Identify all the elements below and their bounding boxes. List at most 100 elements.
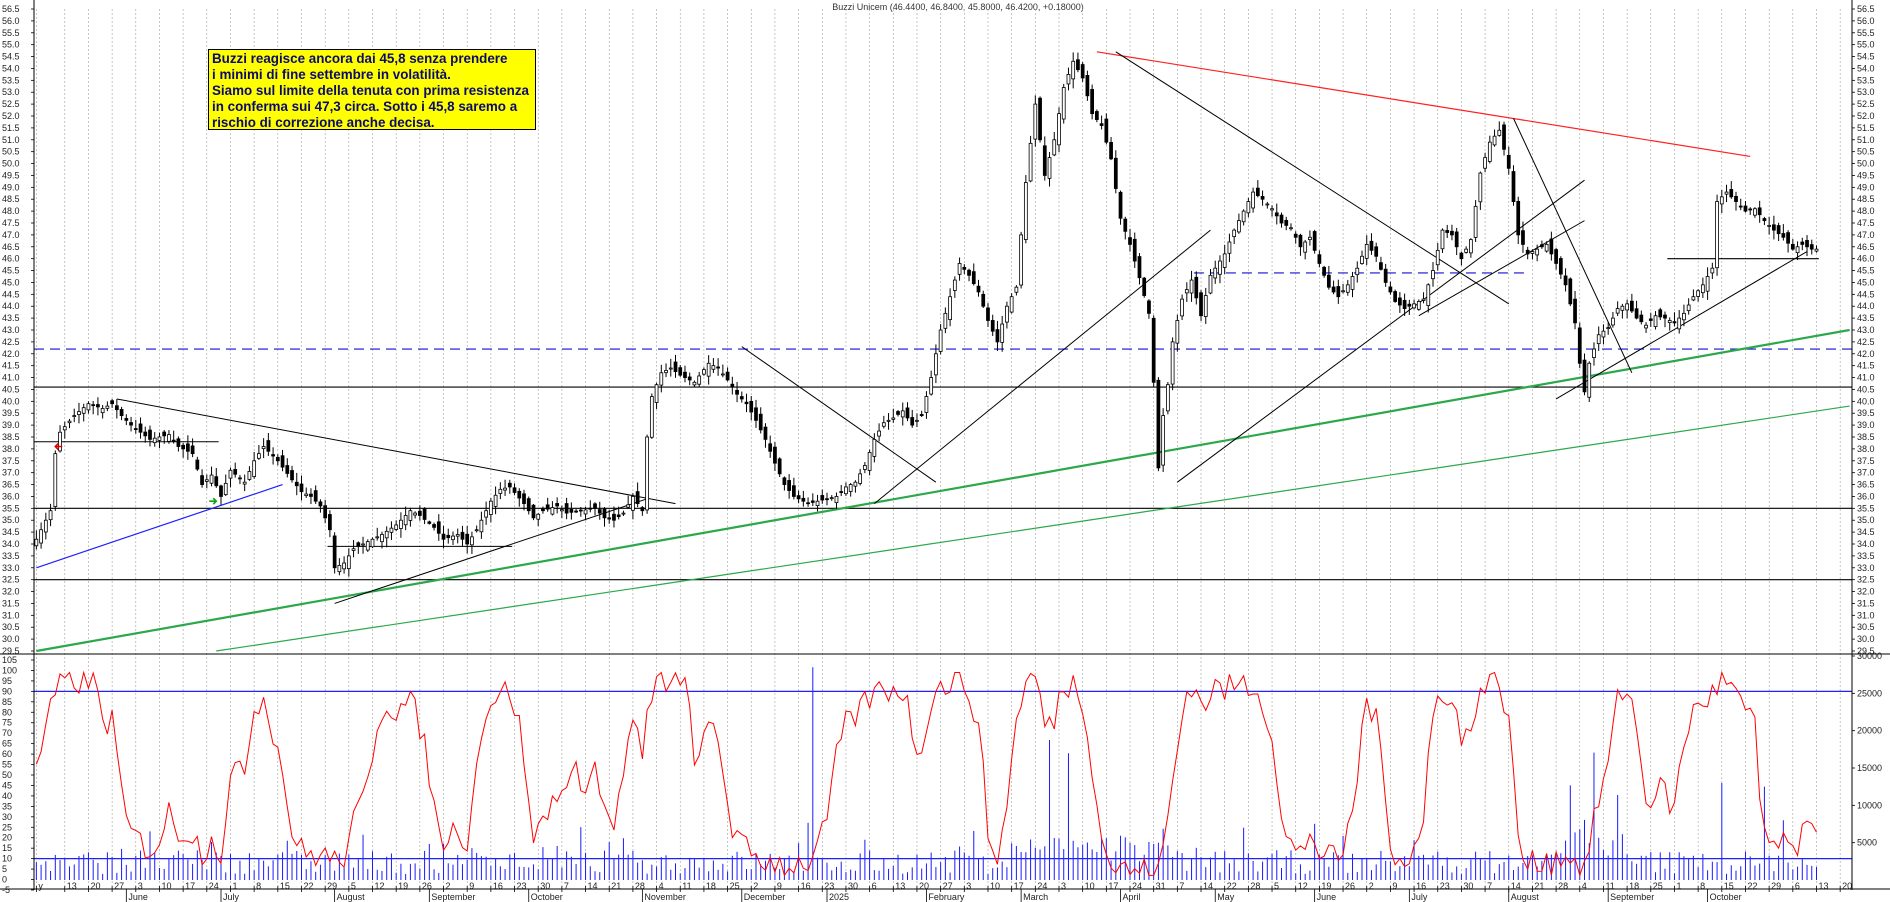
candle-body (910, 417, 915, 426)
candle-body (1213, 267, 1218, 279)
date-tick-label: 23 (1440, 881, 1450, 891)
candle-body (58, 431, 62, 452)
candle-body (380, 534, 384, 543)
date-tick-label: 8 (1700, 881, 1705, 891)
oscillator-tick-label: 25 (2, 822, 12, 832)
candle-body (1360, 255, 1364, 264)
oscillator-tick-label: 70 (2, 728, 12, 738)
date-tick-label: 26 (422, 881, 432, 891)
note-line: i minimi di fine settembre in volatilità… (212, 67, 451, 82)
oscillator-tick-label: 5 (2, 864, 7, 874)
candle-body (389, 527, 394, 533)
candle-body (1132, 238, 1137, 262)
candle-body (266, 440, 271, 452)
candle-body (479, 519, 484, 533)
candle-body (1558, 258, 1563, 275)
candle-body (280, 455, 285, 468)
candle-body (555, 503, 560, 507)
candle-body (711, 365, 716, 370)
price-tick-label: 42.5 (1857, 337, 1875, 347)
candle-body (465, 533, 470, 545)
oscillator-tick-label: 45 (2, 780, 12, 790)
candle-body (271, 454, 275, 457)
candle-body (1270, 208, 1274, 211)
candle-body (1492, 135, 1497, 146)
candle-body (640, 507, 645, 512)
candle-body (1450, 230, 1454, 236)
candle-body (1516, 200, 1521, 236)
candle-body (152, 437, 157, 444)
candle-body (436, 521, 441, 534)
candle-body (867, 452, 872, 471)
price-tick-label: 50.0 (2, 159, 20, 169)
candle-body (1199, 292, 1203, 317)
date-tick-label: 1 (232, 881, 237, 891)
candle-body (593, 503, 597, 509)
date-tick-label: 2 (446, 881, 451, 891)
candle-body (1620, 305, 1625, 311)
month-label: February (928, 892, 965, 902)
price-tick-label: 51.5 (1857, 123, 1875, 133)
price-tick-label: 56.5 (1857, 4, 1875, 14)
candle-body (668, 367, 673, 370)
candle-body (1511, 171, 1516, 203)
candle-body (929, 377, 934, 395)
price-tick-label: 41.0 (2, 373, 20, 383)
price-tick-label: 31.5 (1857, 598, 1875, 608)
candle-body (1260, 196, 1265, 200)
candle-body (1653, 315, 1658, 327)
month-label: August (1511, 892, 1540, 902)
candle-body (1435, 249, 1440, 266)
candle-body (1047, 157, 1052, 179)
candle-body (185, 443, 190, 452)
date-tick-label: 21 (1534, 881, 1544, 891)
candle-body (1317, 254, 1322, 264)
candle-body (635, 491, 640, 504)
candle-body (460, 531, 465, 540)
month-label: 2025 (829, 892, 849, 902)
price-tick-label: 47.5 (2, 218, 20, 228)
candle-body (1554, 249, 1558, 264)
price-tick-label: 49.5 (2, 170, 20, 180)
date-tick-label: 4 (1582, 881, 1587, 891)
candle-body (1094, 111, 1099, 120)
candle-body (176, 438, 181, 447)
candle-body (1573, 298, 1577, 324)
candle-body (1104, 118, 1109, 143)
candle-body (1772, 224, 1776, 231)
price-tick-label: 44.0 (1857, 301, 1875, 311)
date-tick-label: 3 (966, 881, 971, 891)
price-tick-label: 48.0 (2, 206, 20, 216)
trendline (116, 398, 676, 505)
candle-body (631, 496, 635, 511)
candle-body (1440, 229, 1445, 250)
price-tick-label: 35.0 (1857, 515, 1875, 525)
candle-body (484, 510, 489, 518)
price-tick-label: 32.0 (1857, 587, 1875, 597)
candle-body (616, 514, 621, 518)
oscillator-tick-label: 75 (2, 718, 12, 728)
candle-body (896, 411, 900, 415)
trendline (1096, 51, 1751, 158)
price-tick-label: 33.5 (2, 551, 20, 561)
price-tick-label: 50.5 (2, 147, 20, 157)
candle-body (252, 460, 257, 477)
candle-body (1246, 201, 1251, 214)
candle-body (370, 538, 375, 548)
price-tick-label: 49.5 (1857, 170, 1875, 180)
candle-body (588, 507, 593, 510)
candle-body (1142, 277, 1147, 296)
candle-body (1459, 252, 1464, 260)
date-tick-label: 20 (90, 881, 100, 891)
price-tick-label: 35.0 (2, 515, 20, 525)
candle-body (597, 509, 602, 514)
candle-body (451, 535, 455, 541)
date-tick-label: 30 (848, 881, 858, 891)
trendline (741, 346, 937, 483)
candle-body (72, 415, 77, 418)
oscillator (34, 670, 1852, 878)
candle-body (114, 405, 119, 411)
candle-body (1151, 317, 1156, 383)
price-tick-label: 50.0 (1857, 159, 1875, 169)
candle-body (257, 453, 261, 459)
